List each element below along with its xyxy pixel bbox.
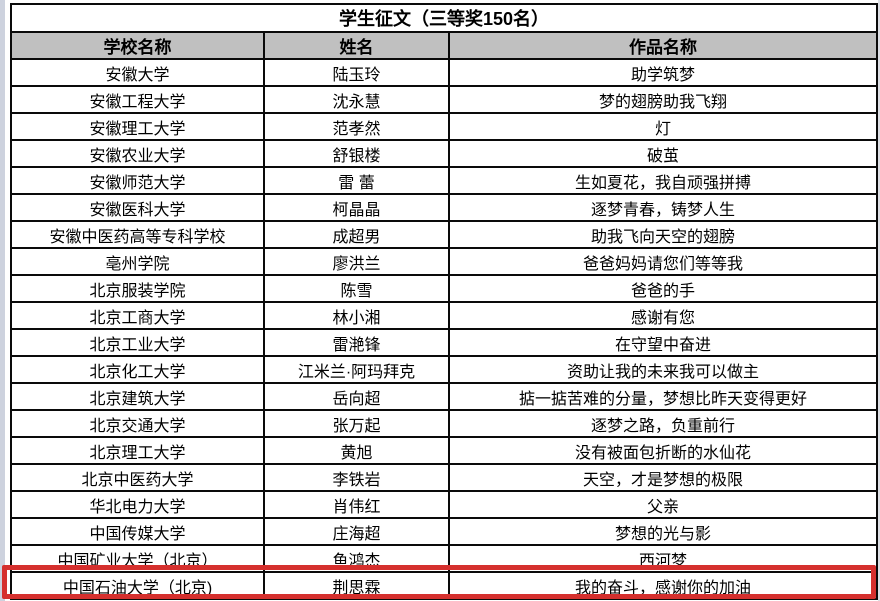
- work-cell: 逐梦青春，铸梦人生: [447, 193, 879, 222]
- table-row: 北京建筑大学 岳向超 掂一掂苦难的分量，梦想比昨天变得更好: [10, 382, 879, 411]
- school-cell: 北京工业大学: [10, 328, 265, 357]
- table-row: 北京交通大学 张万起 逐梦之路，负重前行: [10, 409, 879, 438]
- school-cell: 北京交通大学: [10, 409, 265, 438]
- name-cell: 成超男: [263, 220, 450, 249]
- school-cell: 安徽理工大学: [10, 112, 265, 141]
- table-row: 北京中医药大学 李铁岩 天空，才是梦想的极限: [10, 463, 879, 492]
- work-cell: 爸爸妈妈请您们等等我: [447, 247, 879, 276]
- name-cell: 范孝然: [263, 112, 450, 141]
- name-cell: 庄海超: [263, 517, 450, 546]
- table-header-row: 学校名称 姓名 作品名称: [10, 31, 879, 60]
- table-row: 北京化工大学 江米兰·阿玛拜克 资助让我的未来我可以做主: [10, 355, 879, 384]
- school-cell: 北京工商大学: [10, 301, 265, 330]
- work-cell: 资助让我的未来我可以做主: [447, 355, 879, 384]
- school-cell: 北京服装学院: [10, 274, 265, 303]
- work-cell: 生如夏花，我自顽强拼搏: [447, 166, 879, 195]
- work-cell: 父亲: [447, 490, 879, 519]
- table-title: 学生征文（三等奖150名）: [9, 3, 879, 33]
- table-row: 北京工商大学 林小湘 感谢有您: [10, 301, 879, 330]
- school-cell: 北京建筑大学: [10, 382, 265, 411]
- table-row: 安徽农业大学 舒银楼 破茧: [10, 139, 879, 168]
- name-cell: 张万起: [263, 409, 450, 438]
- table-row: 北京理工大学 黄旭 没有被面包折断的水仙花: [10, 436, 879, 465]
- school-cell: 北京中医药大学: [10, 463, 265, 492]
- name-cell: 黄旭: [263, 436, 450, 465]
- work-cell: 破茧: [447, 139, 879, 168]
- name-cell: 肖伟红: [263, 490, 450, 519]
- table-row: 亳州学院 廖洪兰 爸爸妈妈请您们等等我: [10, 247, 879, 276]
- work-cell: 助学筑梦: [447, 58, 879, 87]
- work-cell: 天空，才是梦想的极限: [447, 463, 879, 492]
- school-cell: 安徽师范大学: [10, 166, 265, 195]
- award-table: 学生征文（三等奖150名） 学校名称 姓名 作品名称 安徽大学 陆玉玲 助学筑梦 安徽…: [9, 3, 879, 600]
- table-row: 安徽医科大学 柯晶晶 逐梦青春，铸梦人生: [10, 193, 879, 222]
- school-cell: 安徽工程大学: [10, 85, 265, 114]
- table-body: 安徽大学 陆玉玲 助学筑梦 安徽工程大学 沈永慧 梦的翅膀助我飞翔 安徽理工大学 范孝然灯安徽…: [10, 58, 879, 600]
- left-edge-strip: [0, 0, 5, 601]
- name-cell: 李铁岩: [263, 463, 450, 492]
- name-cell: 荆思霖: [263, 571, 450, 600]
- school-cell: 安徽医科大学: [10, 193, 265, 222]
- name-cell: 江米兰·阿玛拜克: [263, 355, 450, 384]
- table-row: 中国石油大学（北京) 荆思霖 我的奋斗，感谢你的加油: [10, 571, 879, 600]
- name-cell: 雷 蕾: [263, 166, 450, 195]
- work-cell: 没有被面包折断的水仙花: [447, 436, 879, 465]
- school-cell: 北京化工大学: [10, 355, 265, 384]
- work-cell: 逐梦之路，负重前行: [447, 409, 879, 438]
- name-cell: 舒银楼: [263, 139, 450, 168]
- name-cell: 林小湘: [263, 301, 450, 330]
- table-row: 中国传媒大学 庄海超 梦想的光与影: [10, 517, 879, 546]
- header-work: 作品名称: [447, 31, 879, 60]
- work-cell: 我的奋斗，感谢你的加油: [447, 571, 879, 600]
- name-cell: 廖洪兰: [263, 247, 450, 276]
- work-cell: 在守望中奋进: [447, 328, 879, 357]
- name-cell: 沈永慧: [263, 85, 450, 114]
- name-cell: 陆玉玲: [263, 58, 450, 87]
- table-title-row: 学生征文（三等奖150名）: [9, 3, 879, 33]
- school-cell: 北京理工大学: [10, 436, 265, 465]
- table-row: 安徽大学 陆玉玲 助学筑梦: [10, 58, 879, 87]
- school-cell: 安徽中医药高等专科学校: [10, 220, 265, 249]
- school-cell: 中国传媒大学: [10, 517, 265, 546]
- table-row: 安徽师范大学雷 蕾生如夏花，我自顽强拼搏: [10, 166, 879, 195]
- name-cell: 鱼鸿杰: [263, 544, 450, 573]
- table-row: 安徽理工大学 范孝然灯: [10, 112, 879, 141]
- header-name: 姓名: [263, 31, 450, 60]
- right-edge-strip: [878, 0, 880, 601]
- table-row: 安徽中医药高等专科学校 成超男 助我飞向天空的翅膀: [10, 220, 879, 249]
- table-row: 北京工业大学 雷滟锋 在守望中奋进: [10, 328, 879, 357]
- work-cell: 掂一掂苦难的分量，梦想比昨天变得更好: [447, 382, 879, 411]
- work-cell: 梦的翅膀助我飞翔: [447, 85, 879, 114]
- name-cell: 柯晶晶: [263, 193, 450, 222]
- school-cell: 安徽农业大学: [10, 139, 265, 168]
- work-cell: 西河梦: [447, 544, 879, 573]
- name-cell: 陈雪: [263, 274, 450, 303]
- table-row: 中国矿业大学（北京） 鱼鸿杰 西河梦: [10, 544, 879, 573]
- header-school: 学校名称: [10, 31, 265, 60]
- name-cell: 岳向超: [263, 382, 450, 411]
- name-cell: 雷滟锋: [263, 328, 450, 357]
- school-cell: 中国矿业大学（北京）: [10, 544, 265, 573]
- school-cell: 亳州学院: [10, 247, 265, 276]
- work-cell: 梦想的光与影: [447, 517, 879, 546]
- work-cell: 爸爸的手: [447, 274, 879, 303]
- school-cell: 华北电力大学: [10, 490, 265, 519]
- table-row: 华北电力大学 肖伟红 父亲: [10, 490, 879, 519]
- table-row: 安徽工程大学 沈永慧 梦的翅膀助我飞翔: [10, 85, 879, 114]
- school-cell: 安徽大学: [10, 58, 265, 87]
- work-cell: 灯: [447, 112, 879, 141]
- school-cell: 中国石油大学（北京): [10, 571, 265, 600]
- work-cell: 助我飞向天空的翅膀: [447, 220, 879, 249]
- table-row: 北京服装学院 陈雪 爸爸的手: [10, 274, 879, 303]
- work-cell: 感谢有您: [447, 301, 879, 330]
